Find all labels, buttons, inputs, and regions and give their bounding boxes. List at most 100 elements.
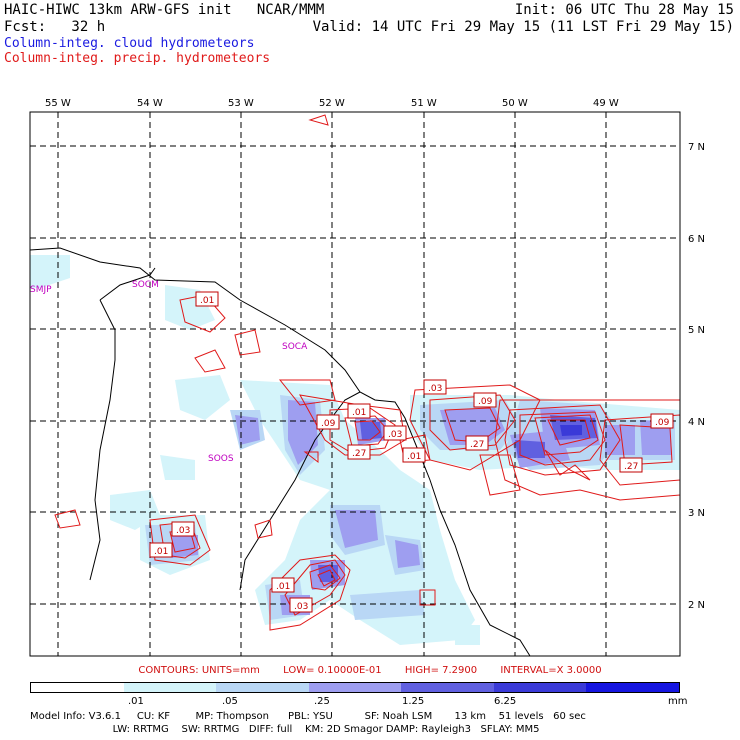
cloud-dp-1	[560, 425, 582, 436]
tick-label: .05	[222, 696, 238, 707]
color-bin-1	[123, 683, 217, 692]
contour-label-group: .01 .01 .09 .03 .27 .03 .01 .09 .27 .09 …	[149, 291, 674, 613]
svg-text:.01: .01	[154, 547, 168, 557]
contour-2	[194, 349, 226, 373]
model-info-line2: LW: RRTMG SW: RRTMG DIFF: full KM: 2D Sm…	[30, 724, 540, 735]
tick-label: 1.25	[402, 696, 425, 707]
contour-high: HIGH= 7.2900	[404, 665, 478, 676]
contour-label: .09	[316, 414, 340, 430]
svg-text:.03: .03	[428, 384, 442, 394]
contour-4	[278, 379, 336, 406]
tick-label: 6.25	[494, 696, 517, 707]
station-soca: SOCA	[282, 342, 308, 352]
lat-label-4n: 4 N	[688, 417, 705, 428]
cloud-st-2	[515, 440, 545, 458]
svg-text:.01: .01	[276, 582, 290, 592]
cloud-md-11	[172, 535, 198, 558]
contour-label: .27	[347, 444, 371, 460]
color-bin-5	[493, 683, 587, 692]
contour-32	[308, 114, 329, 126]
border-suriname-guyane	[99, 274, 151, 301]
contour-label: .01	[271, 577, 295, 593]
model-title: HAIC-HIWC 13km ARW-GFS init NCAR/MMM	[4, 2, 325, 18]
border-brazil	[89, 299, 116, 581]
contour-13	[479, 454, 521, 496]
contour-11	[429, 394, 516, 451]
lon-label-51w: 51 W	[411, 98, 437, 109]
svg-text:.27: .27	[470, 440, 484, 450]
lon-label-52w: 52 W	[319, 98, 345, 109]
cloud-lb-5	[350, 590, 425, 620]
valid-time: Valid: 14 UTC Fri 29 May 15 (11 LST Fri …	[312, 19, 734, 35]
color-bin-4	[401, 683, 494, 692]
svg-text:.03: .03	[294, 602, 308, 612]
cloud-area-mid	[160, 455, 195, 480]
color-bin-2	[216, 683, 309, 692]
svg-text:.09: .09	[655, 418, 670, 428]
lat-label-7n: 7 N	[688, 142, 705, 153]
cloud-md-9	[640, 420, 672, 455]
contour-14	[494, 399, 680, 501]
contour-label: .03	[171, 521, 195, 537]
station-socm: SOCM	[132, 280, 159, 290]
lat-label-5n: 5 N	[688, 325, 705, 336]
contour-30	[317, 569, 336, 587]
forecast-map: .01 .01 .09 .03 .27 .03 .01 .09 .27 .09 …	[29, 98, 705, 657]
contour-16	[519, 411, 606, 466]
lon-label-53w: 53 W	[228, 98, 254, 109]
contour-3	[234, 329, 261, 356]
lon-label-54w: 54 W	[137, 98, 163, 109]
contour-27	[269, 554, 351, 631]
border-north	[149, 267, 156, 276]
contour-12	[444, 407, 501, 443]
field-cloud-label: Column-integ. cloud hydrometeors	[4, 36, 255, 51]
contour-29	[309, 564, 341, 591]
svg-text:.01: .01	[200, 296, 214, 306]
contour-label: .03	[289, 597, 313, 613]
contour-26	[254, 519, 273, 539]
contour-17	[534, 414, 599, 456]
contour-interval: INTERVAL=X 3.0000	[500, 665, 602, 676]
svg-text:.01: .01	[352, 408, 366, 418]
color-bar-ticks: .01 .05 .25 1.25 6.25 mm	[0, 696, 740, 708]
cloud-area-far-south	[455, 625, 480, 645]
contour-label: .09	[650, 413, 674, 429]
contour-8	[354, 420, 381, 441]
map-frame	[29, 111, 681, 657]
contour-label: .27	[465, 435, 489, 451]
tick-label: .25	[314, 696, 330, 707]
cloud-area-center	[175, 375, 230, 420]
cloud-md-3	[335, 510, 378, 548]
color-bin-6	[586, 683, 680, 692]
lat-label-6n: 6 N	[688, 234, 705, 245]
cloud-md-4	[395, 540, 420, 568]
contour-info: CONTOURS: UNITS=mm LOW= 0.10000E-01 HIGH…	[0, 665, 740, 676]
contour-18	[547, 419, 591, 446]
color-bar	[30, 682, 680, 693]
station-smjp: SMJP	[30, 285, 52, 295]
contour-label: .01	[195, 291, 219, 307]
init-time: Init: 06 UTC Thu 28 May 15	[514, 2, 734, 18]
field-precip-label: Column-integ. precip. hydrometeors	[4, 51, 271, 66]
contour-label: .03	[383, 425, 407, 441]
contour-units: CONTOURS: UNITS=mm	[138, 665, 260, 676]
svg-text:.09: .09	[321, 419, 336, 429]
contour-low: LOW= 0.10000E-01	[283, 665, 382, 676]
cloud-area-west	[30, 255, 70, 288]
color-bin-3	[308, 683, 402, 692]
contour-28	[284, 559, 346, 616]
coast-main	[30, 247, 531, 656]
lon-label-49w: 49 W	[593, 98, 619, 109]
contour-33	[303, 451, 319, 464]
svg-text:.03: .03	[388, 430, 402, 440]
lat-label-3n: 3 N	[688, 508, 705, 519]
coastlines	[30, 247, 531, 656]
station-soos: SOOS	[208, 454, 234, 464]
contour-label: .27	[619, 457, 643, 473]
contour-21	[544, 449, 591, 481]
svg-text:.09: .09	[478, 397, 493, 407]
svg-text:.27: .27	[624, 462, 638, 472]
lat-label-2n: 2 N	[688, 600, 705, 611]
contour-label: .01	[149, 542, 173, 558]
contour-31	[419, 589, 436, 606]
